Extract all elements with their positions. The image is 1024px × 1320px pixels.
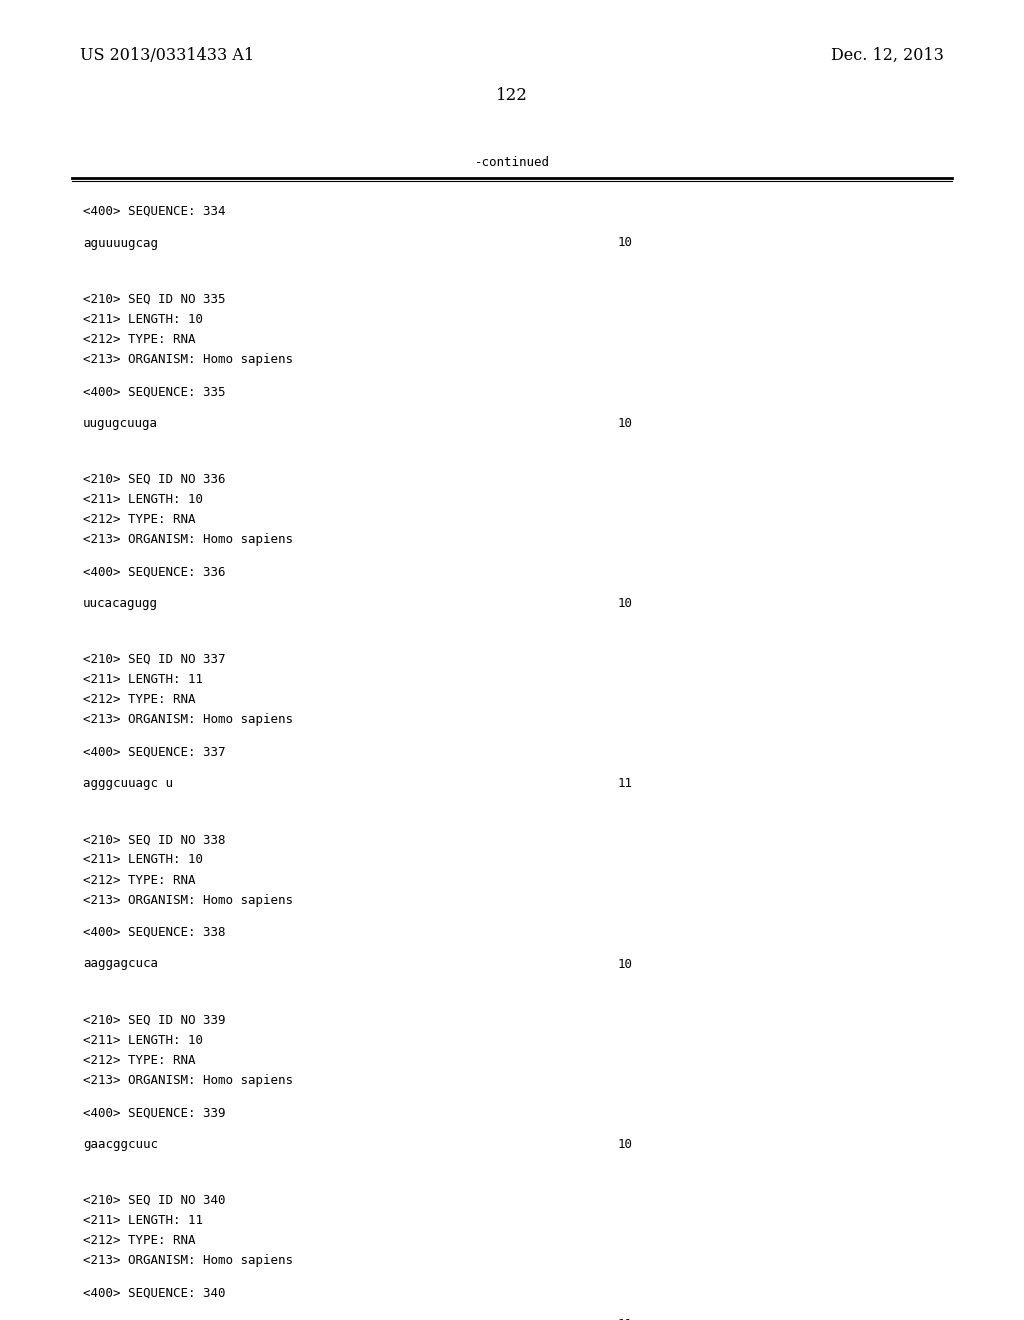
Text: gaacggcuuc: gaacggcuuc — [83, 1138, 158, 1151]
Text: 10: 10 — [618, 417, 633, 430]
Text: <212> TYPE: RNA: <212> TYPE: RNA — [83, 513, 196, 525]
Text: 10: 10 — [618, 957, 633, 970]
Text: <210> SEQ ID NO 340: <210> SEQ ID NO 340 — [83, 1193, 225, 1206]
Text: <210> SEQ ID NO 339: <210> SEQ ID NO 339 — [83, 1014, 225, 1027]
Text: <210> SEQ ID NO 337: <210> SEQ ID NO 337 — [83, 653, 225, 667]
Text: <211> LENGTH: 11: <211> LENGTH: 11 — [83, 1214, 203, 1226]
Text: <213> ORGANISM: Homo sapiens: <213> ORGANISM: Homo sapiens — [83, 1074, 293, 1086]
Text: <213> ORGANISM: Homo sapiens: <213> ORGANISM: Homo sapiens — [83, 713, 293, 726]
Text: <400> SEQUENCE: 339: <400> SEQUENCE: 339 — [83, 1106, 225, 1119]
Text: <212> TYPE: RNA: <212> TYPE: RNA — [83, 693, 196, 706]
Text: aaggagcuca: aaggagcuca — [83, 957, 158, 970]
Text: <400> SEQUENCE: 335: <400> SEQUENCE: 335 — [83, 385, 225, 399]
Text: <212> TYPE: RNA: <212> TYPE: RNA — [83, 1234, 196, 1247]
Text: agggcuuagc u: agggcuuagc u — [83, 777, 173, 791]
Text: 11: 11 — [618, 777, 633, 791]
Text: uugugcuuga: uugugcuuga — [83, 417, 158, 430]
Text: <212> TYPE: RNA: <212> TYPE: RNA — [83, 1053, 196, 1067]
Text: 10: 10 — [618, 236, 633, 249]
Text: <400> SEQUENCE: 337: <400> SEQUENCE: 337 — [83, 746, 225, 759]
Text: aaucacuaac c: aaucacuaac c — [83, 1317, 173, 1320]
Text: <400> SEQUENCE: 338: <400> SEQUENCE: 338 — [83, 927, 225, 939]
Text: 10: 10 — [618, 1138, 633, 1151]
Text: -continued: -continued — [474, 156, 550, 169]
Text: <211> LENGTH: 10: <211> LENGTH: 10 — [83, 313, 203, 326]
Text: <210> SEQ ID NO 338: <210> SEQ ID NO 338 — [83, 833, 225, 846]
Text: aguuuugcag: aguuuugcag — [83, 236, 158, 249]
Text: <210> SEQ ID NO 336: <210> SEQ ID NO 336 — [83, 473, 225, 486]
Text: <213> ORGANISM: Homo sapiens: <213> ORGANISM: Homo sapiens — [83, 533, 293, 546]
Text: 10: 10 — [618, 597, 633, 610]
Text: <210> SEQ ID NO 335: <210> SEQ ID NO 335 — [83, 293, 225, 305]
Text: <212> TYPE: RNA: <212> TYPE: RNA — [83, 874, 196, 887]
Text: <211> LENGTH: 10: <211> LENGTH: 10 — [83, 853, 203, 866]
Text: <211> LENGTH: 10: <211> LENGTH: 10 — [83, 1034, 203, 1047]
Text: 122: 122 — [496, 87, 528, 103]
Text: <213> ORGANISM: Homo sapiens: <213> ORGANISM: Homo sapiens — [83, 894, 293, 907]
Text: uucacagugg: uucacagugg — [83, 597, 158, 610]
Text: <211> LENGTH: 11: <211> LENGTH: 11 — [83, 673, 203, 686]
Text: Dec. 12, 2013: Dec. 12, 2013 — [831, 46, 944, 63]
Text: <400> SEQUENCE: 336: <400> SEQUENCE: 336 — [83, 565, 225, 578]
Text: <212> TYPE: RNA: <212> TYPE: RNA — [83, 333, 196, 346]
Text: <213> ORGANISM: Homo sapiens: <213> ORGANISM: Homo sapiens — [83, 352, 293, 366]
Text: <211> LENGTH: 10: <211> LENGTH: 10 — [83, 492, 203, 506]
Text: US 2013/0331433 A1: US 2013/0331433 A1 — [80, 46, 254, 63]
Text: <400> SEQUENCE: 334: <400> SEQUENCE: 334 — [83, 205, 225, 218]
Text: 11: 11 — [618, 1317, 633, 1320]
Text: <400> SEQUENCE: 340: <400> SEQUENCE: 340 — [83, 1287, 225, 1299]
Text: <213> ORGANISM: Homo sapiens: <213> ORGANISM: Homo sapiens — [83, 1254, 293, 1267]
